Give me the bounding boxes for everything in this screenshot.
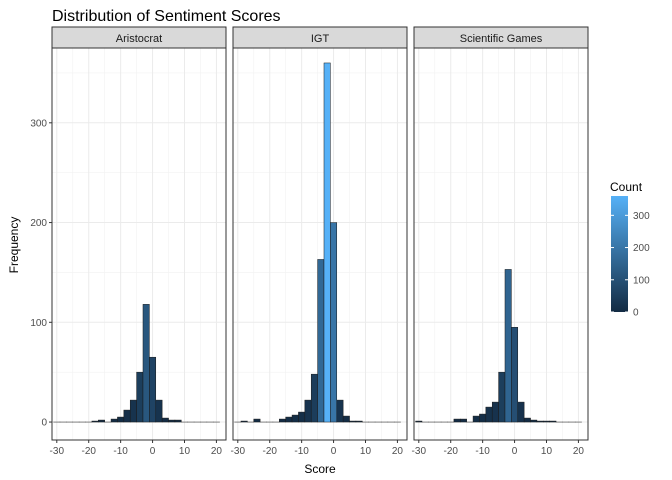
histogram-bar (323, 62, 331, 423)
legend-title: Count (610, 180, 643, 194)
histogram-bar (523, 417, 531, 423)
histogram-bar (415, 420, 423, 423)
histogram-bar (330, 222, 338, 423)
histogram-bar (549, 420, 557, 423)
facet-strip (413, 26, 589, 49)
x-tick-label: -10 (475, 446, 490, 457)
fill-legend: Count 0 100 200 300 (610, 180, 650, 319)
histogram-bar (253, 418, 261, 423)
x-tick-label: 10 (541, 446, 553, 457)
x-tick-label: -20 (81, 446, 96, 457)
x-tick-label: -20 (443, 446, 458, 457)
facet-strip (232, 26, 408, 49)
legend-tick-label: 0 (633, 308, 639, 319)
x-tick-label: 10 (179, 446, 191, 457)
x-tick-label: 10 (360, 446, 372, 457)
histogram-bar (174, 419, 182, 423)
y-tick-label: 0 (41, 418, 47, 429)
legend-color-bar (611, 196, 628, 312)
x-tick-label: 0 (512, 446, 518, 457)
x-tick-label: 20 (211, 446, 223, 457)
histogram-bar (142, 304, 150, 423)
facet-panel-2: Scientific Games -30 -20 -10 0 10 20 (412, 26, 589, 457)
histogram-bar (285, 416, 293, 423)
histogram-bar (485, 406, 493, 423)
x-tick-label: 0 (331, 446, 337, 457)
x-tick-label: 20 (392, 446, 404, 457)
histogram-bar (336, 399, 344, 423)
histogram-bar (98, 419, 105, 423)
y-tick-label: 100 (30, 318, 47, 329)
histogram-bar (149, 356, 157, 423)
histogram-bar (91, 420, 99, 423)
x-tick-label: -30 (50, 446, 65, 457)
histogram-bar (129, 399, 137, 423)
histogram-bar (472, 415, 480, 423)
histogram-bar (117, 416, 125, 423)
histogram-bar (543, 420, 550, 423)
legend-tick-label: 100 (633, 275, 650, 286)
histogram-bar (240, 420, 248, 423)
histogram-bar (511, 327, 519, 423)
facet-strip-label: Aristocrat (116, 33, 162, 45)
facet-strip (51, 26, 227, 49)
x-tick-label: 20 (573, 446, 585, 457)
histogram-bar (123, 409, 131, 423)
x-tick-label: -10 (294, 446, 309, 457)
x-tick-label: -30 (231, 446, 246, 457)
y-tick-label: 200 (30, 218, 47, 229)
legend-tick-label: 300 (633, 211, 650, 222)
facet-strip-label: IGT (311, 33, 330, 45)
histogram-bar (479, 413, 487, 423)
histogram-bar (460, 418, 467, 423)
histogram-bar (310, 373, 318, 423)
histogram-bar (136, 371, 144, 423)
histogram-bar (491, 401, 499, 423)
x-axis-title: Score (304, 462, 336, 476)
histogram-bar (453, 418, 461, 423)
x-tick-label: 0 (150, 446, 156, 457)
chart-title: Distribution of Sentiment Scores (52, 8, 281, 25)
y-tick-label: 300 (30, 118, 47, 129)
x-tick-label: -20 (262, 446, 277, 457)
facet-panel-1: IGT -30 -20 -10 0 10 20 (231, 26, 408, 457)
histogram-bar (504, 269, 512, 423)
facet-panels: Aristocrat-30 -20 -10 0 10 200100200300IGT-30… (30, 26, 589, 457)
histogram-bar (317, 259, 325, 423)
histogram-bar (279, 418, 286, 423)
histogram-bar (304, 399, 312, 423)
histogram-bar (498, 371, 506, 423)
x-tick-label: -10 (113, 446, 128, 457)
facet-strip-label: Scientific Games (460, 33, 543, 45)
histogram-bar (517, 401, 525, 423)
legend-ticks: 0 100 200 300 (611, 211, 650, 319)
x-tick-label: -30 (412, 446, 427, 457)
histogram-bar (110, 418, 118, 423)
histogram-bar (355, 420, 363, 423)
histogram-bar (530, 419, 538, 423)
histogram-bar (291, 414, 299, 423)
histogram-bar (349, 420, 357, 423)
histogram-bar (155, 399, 163, 423)
legend-tick-label: 200 (633, 243, 650, 254)
histogram-bar (536, 420, 544, 423)
y-axis-title: Frequency (7, 217, 21, 274)
histogram-bar (161, 417, 169, 423)
histogram-bar (298, 411, 306, 423)
histogram-bar (168, 419, 176, 423)
histogram-bar (342, 415, 350, 423)
